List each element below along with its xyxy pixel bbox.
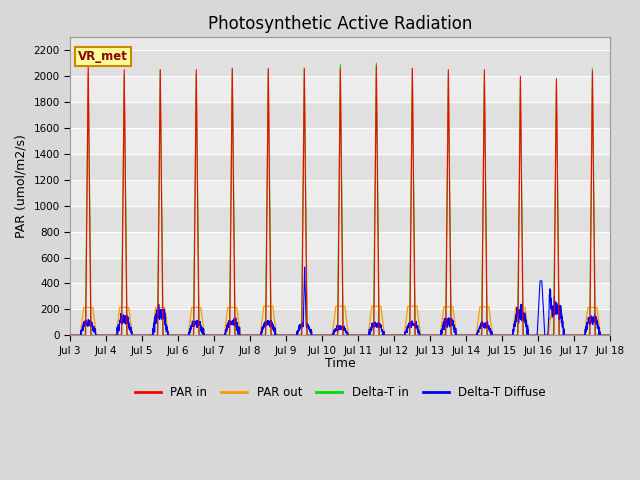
Bar: [70, 128, 611, 154]
Bar: [70, 102, 611, 128]
Legend: PAR in, PAR out, Delta-T in, Delta-T Diffuse: PAR in, PAR out, Delta-T in, Delta-T Dif…: [130, 382, 550, 404]
Bar: [70, 232, 611, 258]
Bar: [70, 258, 611, 284]
Text: VR_met: VR_met: [78, 50, 128, 63]
Bar: [70, 310, 611, 336]
Bar: [70, 206, 611, 232]
Y-axis label: PAR (umol/m2/s): PAR (umol/m2/s): [15, 134, 28, 238]
Bar: [70, 284, 611, 310]
X-axis label: Time: Time: [325, 357, 356, 370]
Bar: [70, 180, 611, 206]
Title: Photosynthetic Active Radiation: Photosynthetic Active Radiation: [208, 15, 472, 33]
Bar: [70, 154, 611, 180]
Bar: [70, 76, 611, 102]
Bar: [70, 50, 611, 76]
